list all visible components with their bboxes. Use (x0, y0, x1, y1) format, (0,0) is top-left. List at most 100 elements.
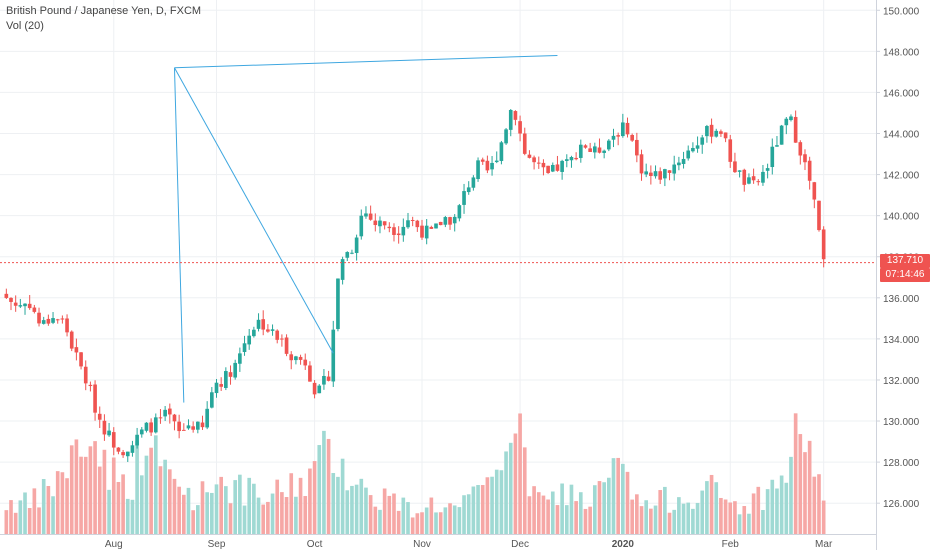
candle-body (663, 169, 667, 179)
candle-body (238, 353, 242, 364)
candle-body (705, 126, 709, 137)
candle-body (9, 297, 13, 302)
volume-bar (508, 442, 513, 534)
symbol-title: British Pound / Japanese Yen, D, FXCM (6, 5, 202, 17)
volume-indicator-label: Vol (20) (6, 20, 44, 32)
candle-body (438, 221, 443, 226)
volume-bar (284, 497, 289, 534)
volume-bar (574, 501, 578, 534)
candle-body (280, 338, 284, 340)
volume-bar (723, 499, 728, 534)
candle-body (775, 145, 779, 147)
volume-bar (471, 486, 476, 534)
candle-body (322, 375, 326, 385)
volume-bar (205, 492, 209, 534)
volume-bar (387, 495, 392, 534)
volume-bar (210, 492, 214, 534)
candle-body (737, 170, 742, 172)
candle-body (611, 135, 616, 140)
volume-bar (448, 503, 452, 534)
candle-body (284, 337, 289, 354)
candle-body (490, 162, 494, 170)
candle-body (784, 118, 789, 126)
volume-bar (60, 472, 65, 534)
chart-grid (0, 0, 876, 534)
volume-bar (256, 497, 261, 534)
volume-bar (331, 473, 336, 534)
volume-bar (578, 492, 583, 534)
candle-body (200, 422, 205, 428)
candle-body (691, 147, 695, 152)
volume-bar (747, 513, 751, 534)
volume-bar (490, 476, 494, 534)
candle-body (667, 170, 672, 173)
volume-bar (280, 492, 284, 534)
candle-body (480, 159, 485, 162)
volume-bar (219, 476, 223, 534)
candle-body (65, 318, 69, 333)
volume-bar (635, 494, 639, 534)
candle-body (555, 164, 560, 171)
trendline-drawings[interactable] (173, 54, 558, 403)
candle-body (116, 447, 121, 452)
candle-body (536, 162, 541, 164)
candle-body (658, 171, 663, 180)
candle-body (434, 223, 438, 229)
candle-body (560, 160, 564, 172)
candle-body (583, 145, 588, 148)
volume-bar (382, 488, 387, 534)
candle-body (74, 347, 79, 353)
volume-bar (452, 505, 457, 534)
candle-body (522, 133, 527, 154)
candle-body (167, 408, 172, 415)
candle-body (733, 161, 737, 173)
volume-bar (289, 473, 294, 534)
candle-body (125, 451, 130, 457)
candle-body (191, 426, 195, 430)
candle-body (41, 320, 46, 324)
candle-body (368, 213, 373, 220)
candle-body (266, 329, 270, 332)
volume-bar (709, 474, 714, 534)
volume-bar (546, 499, 550, 534)
candle-body (93, 384, 97, 413)
time-axis-border (0, 534, 876, 535)
volume-bar (803, 452, 807, 534)
y-tick-label: 144.000 (883, 130, 920, 141)
volume-bar (527, 496, 532, 534)
volume-bar (345, 490, 350, 534)
candle-body (742, 169, 747, 185)
volume-bar (658, 490, 663, 534)
candle-body (466, 187, 471, 193)
candle-body (354, 237, 359, 254)
y-tick-label: 150.000 (883, 6, 920, 17)
candle-body (429, 226, 434, 229)
candle-body (102, 420, 107, 435)
candle-body (163, 409, 167, 417)
candle-body (817, 200, 821, 231)
volume-bar (163, 459, 167, 534)
candle-body (471, 177, 476, 188)
candle-body (672, 164, 677, 174)
candle-body (32, 307, 37, 312)
candle-body (653, 171, 658, 177)
candle-body (789, 116, 793, 121)
volume-bar (116, 482, 121, 534)
volume-bar (144, 455, 149, 534)
candle-body (597, 147, 602, 153)
candle-body (317, 385, 322, 394)
candle-body (18, 305, 23, 307)
candle-body (821, 229, 826, 260)
volume-bar (401, 497, 406, 534)
time-axis[interactable]: Aug Sep Oct Nov Dec 2020 Feb Mar (105, 539, 833, 550)
candle-body (452, 216, 457, 224)
candle-body (415, 220, 420, 228)
volume-bar (266, 501, 270, 534)
candle-body (424, 225, 429, 239)
volume-bar (541, 495, 546, 534)
candle-body (499, 142, 504, 161)
candle-body (406, 220, 410, 228)
volume-bar (761, 509, 765, 534)
candle-body (247, 335, 252, 345)
